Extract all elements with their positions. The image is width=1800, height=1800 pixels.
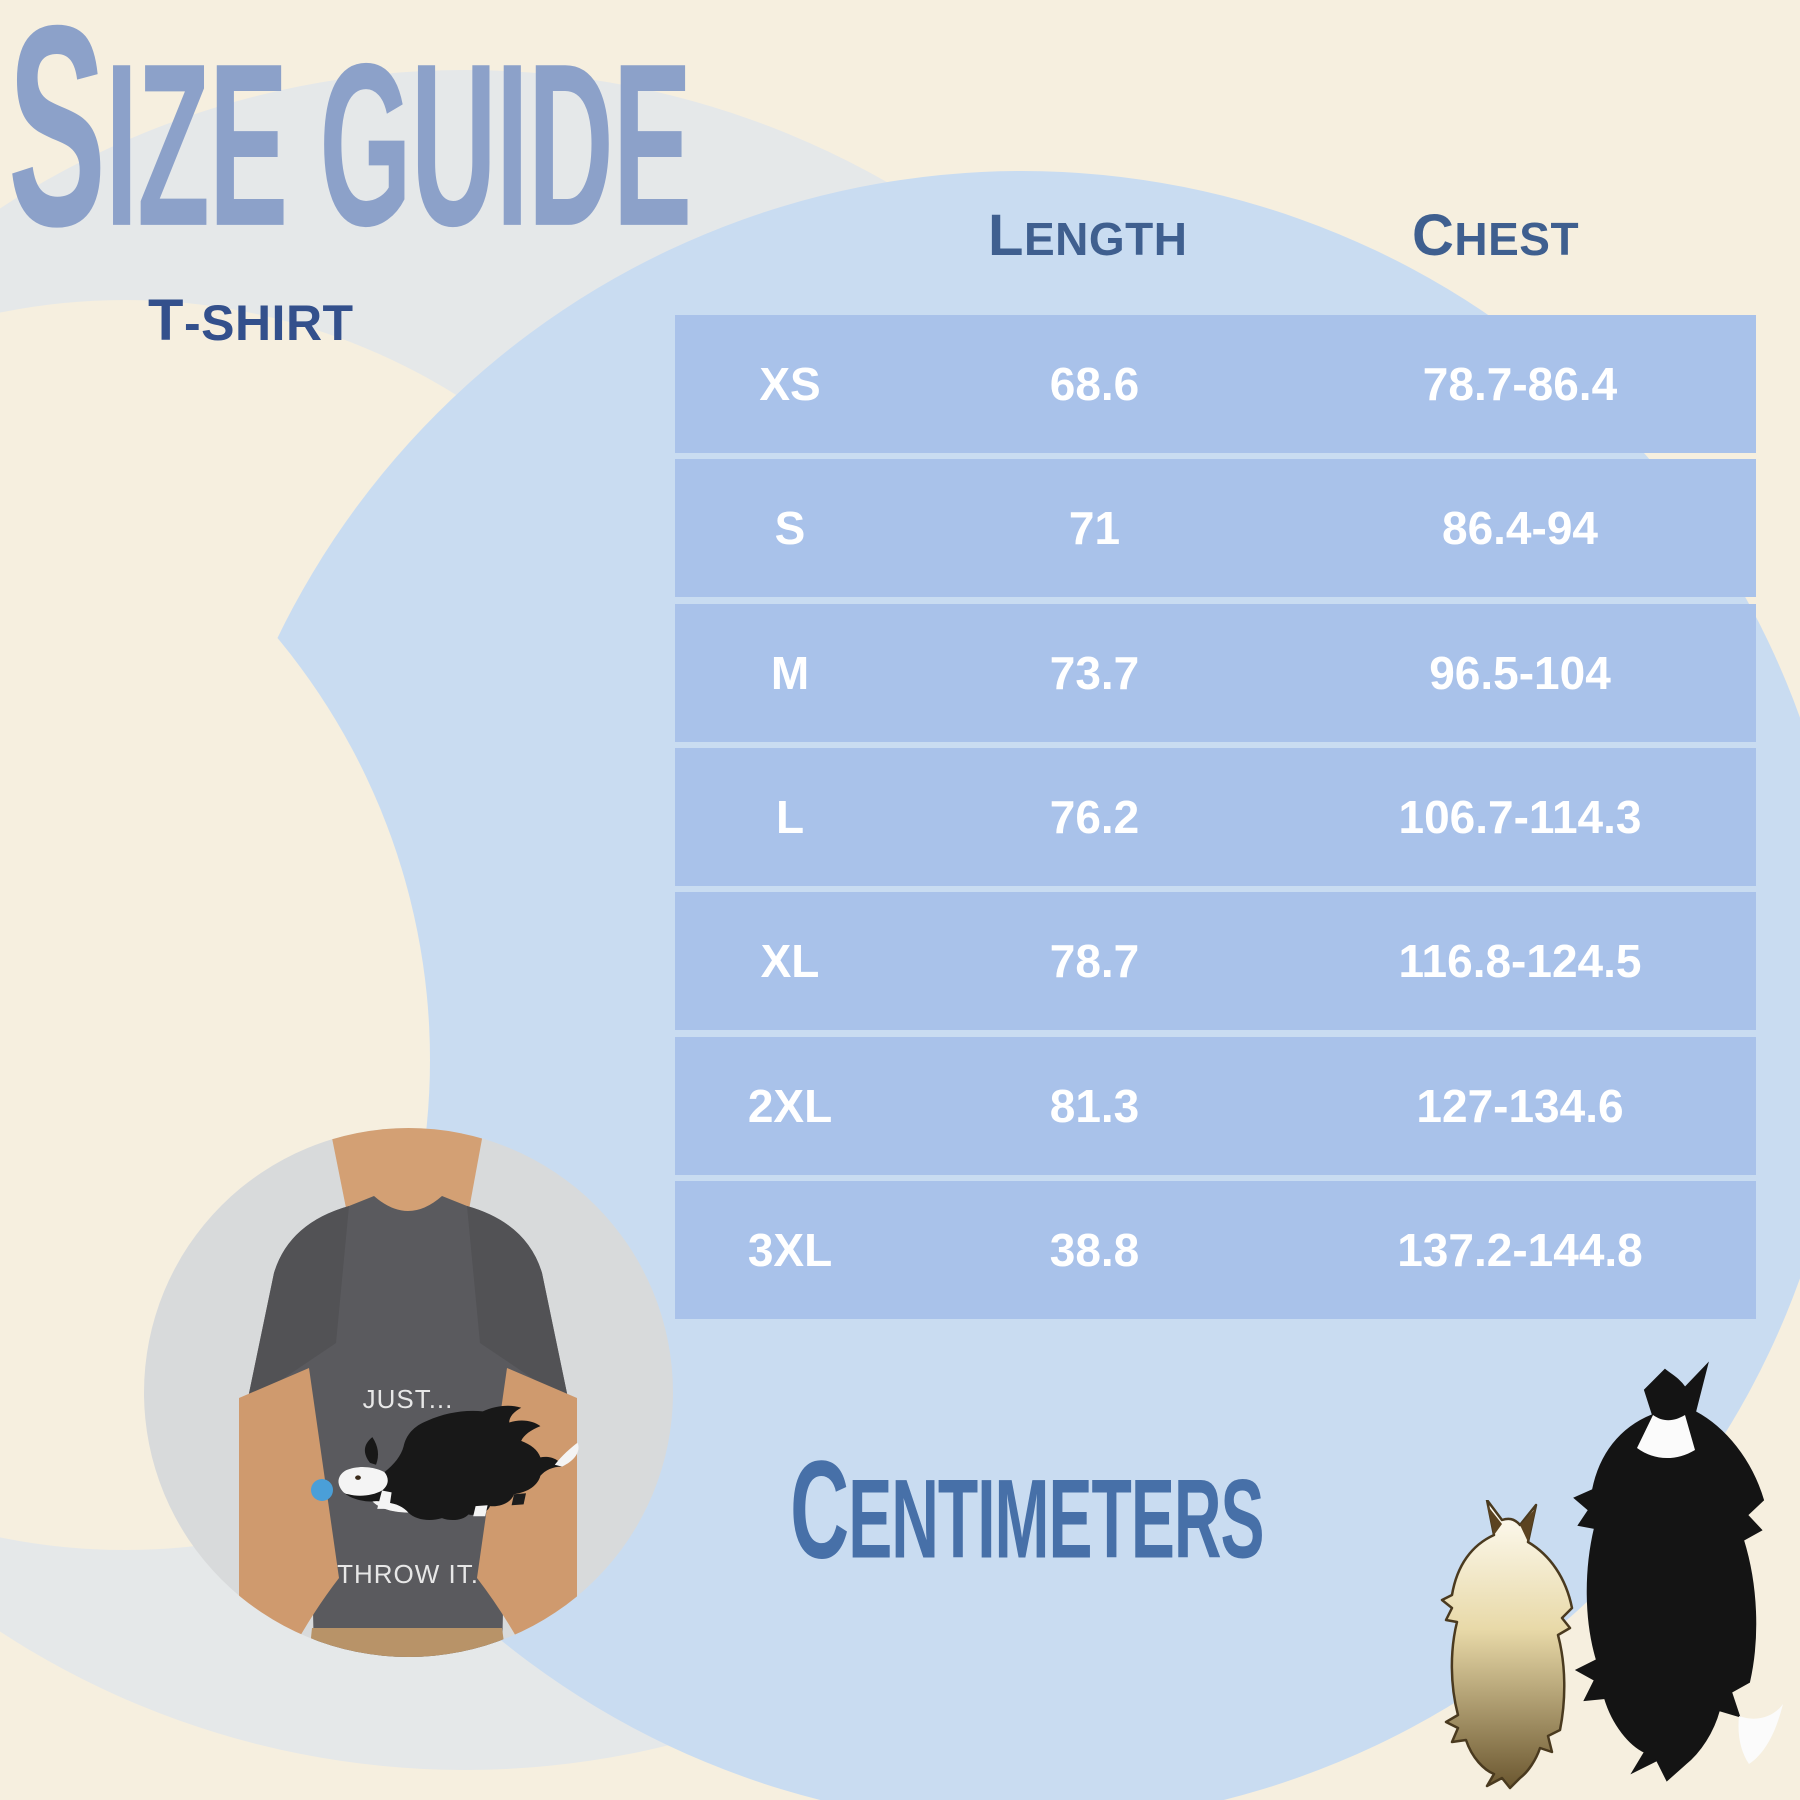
svg-text:THROW IT.: THROW IT. bbox=[337, 1559, 479, 1589]
svg-text:JUST...: JUST... bbox=[363, 1384, 454, 1414]
